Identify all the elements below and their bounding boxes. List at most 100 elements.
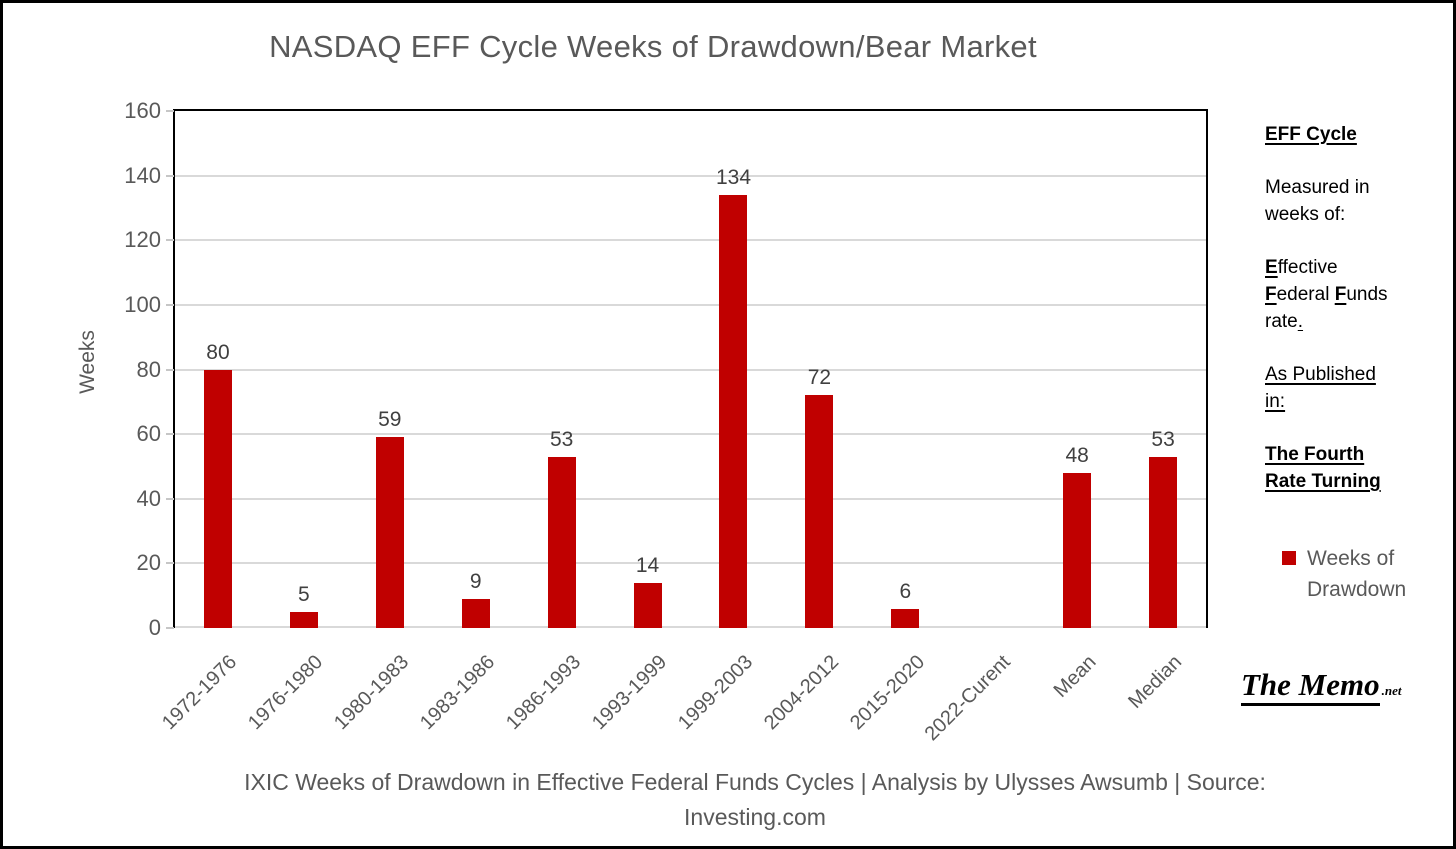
bar-slot: 72 (776, 111, 862, 628)
y-tick-label: 140 (124, 162, 161, 188)
bar-slot: 53 (1120, 111, 1206, 628)
bar-slot (948, 111, 1034, 628)
x-tick-label-2015-2020: 2015-2020 (845, 651, 929, 735)
y-tick-label: 20 (136, 550, 161, 576)
bar-2004-2012: 72 (805, 366, 834, 628)
bar-slot: 9 (433, 111, 519, 628)
x-tick-label-Median: Median (1124, 651, 1187, 713)
legend: Weeks of Drawdown (1282, 543, 1406, 605)
legend-label-line: Drawdown (1307, 578, 1407, 601)
side-note-line: EFF Cycle (1265, 124, 1357, 145)
x-tick-label-1972-1976: 1972-1976 (158, 651, 242, 735)
y-tick-label: 0 (148, 615, 161, 640)
side-note-paragraph: Effective Federal Funds rate. (1265, 254, 1435, 335)
gridline (175, 562, 1206, 565)
legend-swatch-red-square (1282, 551, 1296, 565)
bar-value-label: 80 (206, 340, 230, 364)
bar-value-label: 6 (899, 579, 912, 603)
caption-line-1: IXIC Weeks of Drawdown in Effective Fede… (244, 769, 1266, 795)
x-tick-label-1993-1999: 1993-1999 (587, 651, 672, 735)
side-note-line: The Fourth (1265, 444, 1365, 465)
side-note-line: rate. (1265, 311, 1304, 332)
chart-title: NASDAQ EFF Cycle Weeks of Drawdown/Bear … (269, 29, 1037, 64)
bar-2015-2020: 6 (891, 580, 920, 628)
chart-caption: IXIC Weeks of Drawdown in Effective Fede… (103, 765, 1407, 835)
side-note-line: Federal Funds (1265, 284, 1388, 305)
side-note-paragraph: EFF Cycle (1265, 121, 1435, 148)
x-tick-label-Mean: Mean (1049, 651, 1101, 702)
bar-1972-1976: 80 (203, 341, 232, 628)
bar-value-label: 9 (469, 569, 482, 593)
y-tick-mark (166, 110, 174, 112)
gridline (175, 626, 1206, 628)
side-note-line: weeks of: (1265, 204, 1346, 225)
y-tick-label: 160 (124, 98, 161, 123)
gridline (175, 433, 1206, 436)
y-tick-mark (166, 239, 174, 242)
bar-value-label: 72 (807, 366, 832, 390)
y-tick-label: 80 (136, 356, 161, 382)
y-tick-label: 120 (124, 227, 161, 253)
the-memo-logo: The Memo .net (1241, 667, 1402, 706)
bar-series: 80 5 59 9 53 14 134 72 6 48 53 (175, 111, 1206, 628)
x-tick-label-2004-2012: 2004-2012 (759, 651, 843, 735)
bar-slot: 80 (175, 111, 261, 628)
y-tick-mark (166, 497, 174, 500)
bar-value-label: 5 (298, 582, 310, 606)
side-note-line: Effective (1265, 257, 1338, 278)
bar-Median: 53 (1149, 428, 1178, 628)
gridline (175, 239, 1206, 242)
y-tick-label: 40 (136, 485, 161, 511)
bar-1999-2003: 134 (716, 166, 751, 628)
bar-slot: 53 (519, 111, 605, 628)
bar-value-label: 134 (715, 166, 752, 190)
side-note-line: Measured in (1265, 177, 1370, 198)
gridline (175, 368, 1206, 371)
y-tick-mark (166, 174, 174, 177)
x-tick-label-2022-Curent: 2022-Curent (920, 651, 1015, 746)
x-tick-label-1976-1980: 1976-1980 (244, 651, 328, 735)
logo-main-text: The Memo (1241, 667, 1380, 706)
gridline (175, 497, 1206, 500)
y-tick-mark (166, 627, 174, 629)
bar-1980-1983: 59 (375, 408, 404, 628)
side-note-line: in: (1265, 391, 1286, 412)
bar-Mean: 48 (1063, 444, 1092, 628)
x-tick-label-1986-1993: 1986-1993 (501, 651, 586, 735)
logo-suffix-text: .net (1381, 683, 1402, 698)
bar-slot: 59 (347, 111, 433, 628)
bar-slot: 6 (862, 111, 948, 628)
bar-value-label: 59 (378, 408, 402, 432)
y-tick-label: 100 (124, 291, 161, 317)
bar-value-label: 48 (1065, 443, 1089, 467)
caption-line-2: Investing.com (684, 804, 826, 830)
bar-value-label: 53 (549, 427, 574, 451)
side-note-paragraph: Measured in weeks of: (1265, 174, 1435, 228)
gridline (175, 303, 1206, 306)
side-note-paragraph: The Fourth Rate Turning (1265, 441, 1435, 495)
bar-1983-1986: 9 (461, 570, 490, 628)
y-tick-label: 60 (136, 421, 161, 447)
legend-label: Weeks of Drawdown (1307, 543, 1406, 605)
side-annotation-panel: EFF Cycle Measured in weeks of: Effective Fe… (1265, 121, 1435, 521)
plot-area: 80 5 59 9 53 14 134 72 6 48 53 (173, 109, 1208, 628)
y-tick-mark (166, 433, 174, 436)
y-tick-mark (166, 303, 174, 306)
side-note-line: As Published (1265, 364, 1376, 385)
side-note-line: Rate Turning (1265, 471, 1381, 492)
bar-1993-1999: 14 (633, 554, 662, 628)
bar-1976-1980: 5 (289, 583, 318, 628)
gridline (175, 174, 1206, 177)
bar-value-label: 53 (1151, 427, 1175, 451)
bar-slot: 134 (691, 111, 777, 628)
y-tick-mark (166, 562, 174, 565)
x-tick-label-1980-1983: 1980-1983 (330, 651, 414, 735)
bar-1986-1993: 53 (547, 428, 576, 628)
side-note-paragraph: As Published in: (1265, 361, 1435, 415)
bar-slot: 14 (605, 111, 691, 628)
y-tick-mark (166, 368, 174, 371)
x-tick-label-1999-2003: 1999-2003 (673, 651, 758, 735)
bar-value-label: 14 (635, 553, 660, 577)
bar-slot: 5 (261, 111, 347, 628)
